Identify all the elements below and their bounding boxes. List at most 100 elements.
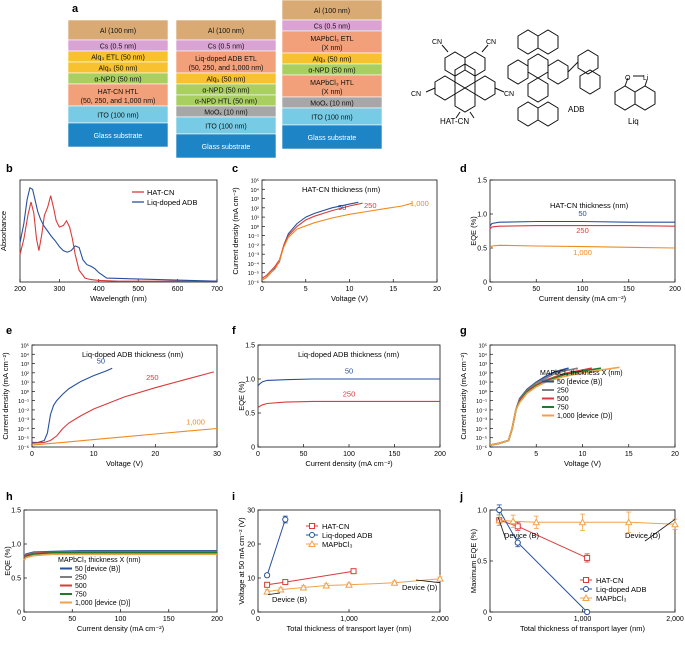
- legend-title: MAPbCl₃ thickness X (nm): [540, 370, 623, 377]
- plot-frame: [19, 179, 218, 283]
- y-axis-label: Current density (mA cm⁻²): [1, 352, 10, 440]
- legend-marker: [583, 586, 589, 592]
- data-point: [584, 608, 591, 616]
- y-tick-label: 10⁰: [479, 389, 488, 396]
- series-line: [489, 225, 676, 230]
- chart-c: 0 5 10 15 20 10⁻⁶ 10⁻⁵ 10⁻⁴ 10⁻³ 10⁻² 10⁻¹ 10⁰ 10¹ 10…: [231, 178, 441, 304]
- stack-layer-label: (X nm): [322, 45, 343, 52]
- x-tick-label: 0: [30, 451, 34, 458]
- panel-letter-e: e: [6, 325, 12, 337]
- plot-frame: [489, 344, 676, 448]
- plot-frame: [261, 179, 438, 283]
- y-tick-label: 10⁻⁵: [18, 435, 29, 442]
- series-line: [261, 202, 363, 279]
- y-tick-label: 10⁴: [251, 187, 260, 194]
- stack-layer-label: Glass substrate: [308, 135, 357, 142]
- stack-layer-label: Al (100 nm): [100, 28, 136, 35]
- y-tick-label: 10⁵: [21, 343, 29, 350]
- data-point: [282, 516, 289, 523]
- data-point: [282, 579, 289, 586]
- x-tick-label: 0: [256, 451, 260, 458]
- data-point: [578, 518, 587, 526]
- legend-label: 250: [75, 575, 87, 582]
- x-axis-label: Voltage (V): [331, 294, 369, 303]
- series-line: [261, 202, 413, 281]
- liq-structure: [614, 75, 656, 111]
- data-point: [264, 581, 271, 588]
- legend-label: 500: [75, 583, 87, 590]
- hatcn-cn-4: CN: [504, 91, 514, 98]
- x-tick-label: 0: [488, 616, 492, 623]
- stack-layer: [281, 124, 383, 150]
- series-label: 50: [578, 209, 586, 218]
- y-tick-label: 10⁵: [479, 343, 487, 350]
- stack-layer-label: Alq₃ ETL (50 nm): [91, 55, 145, 62]
- adb-label: ADB: [568, 105, 584, 114]
- chart-j: 0 1,000 2,000 0 0.5 1.0 Total thickness of tra…: [469, 504, 684, 633]
- data-point: [509, 517, 517, 525]
- annotation-text: HAT-CN thickness (nm): [302, 185, 381, 194]
- stack-layer-label: (50, 250, and 1,000 nm): [189, 65, 264, 72]
- y-tick-label: 10⁻²: [18, 408, 29, 414]
- liq-li: Li: [643, 75, 649, 82]
- legend-label: Liq-doped ADB: [596, 585, 646, 594]
- series-line: [489, 244, 676, 249]
- y-tick-label: 0.5: [477, 246, 487, 253]
- x-axis-label: Voltage (V): [564, 459, 602, 468]
- x-tick-label: 500: [132, 286, 144, 293]
- y-axis-label: EQE (%): [469, 216, 478, 246]
- device-stacks: Al (100 nm) Cs (0.5 nm) Alq₃ ETL (50 nm) Al…: [67, 0, 383, 159]
- series-label: 1,000: [186, 418, 205, 427]
- x-tick-label: 2,000: [431, 616, 449, 623]
- series-line: [489, 220, 675, 227]
- series-line: [499, 519, 676, 525]
- y-tick-label: 10⁻³: [248, 253, 259, 259]
- y-tick-label: 0.5: [477, 559, 487, 566]
- x-tick-label: 300: [54, 286, 66, 293]
- x-tick-label: 10: [346, 286, 354, 293]
- x-tick-label: 150: [163, 616, 175, 623]
- legend-label: 750: [557, 405, 569, 412]
- series-label: 250: [576, 226, 589, 235]
- series-line: [267, 570, 354, 586]
- series-line: [32, 367, 113, 443]
- x-tick-label: 150: [389, 451, 401, 458]
- stack-layer-label: MAPbCl₃ ETL: [310, 36, 353, 43]
- panel-letter-b: b: [6, 163, 13, 175]
- x-tick-label: 5: [304, 286, 308, 293]
- stack-layer-label: α-NPD (50 nm): [94, 77, 141, 84]
- stack-layer-label: Cs (0.5 nm): [208, 44, 245, 51]
- y-tick-label: 10⁻¹: [248, 234, 259, 240]
- hatcn-structure: [425, 44, 505, 119]
- x-axis-label: Total thickness of transport layer (nm): [286, 624, 412, 633]
- y-tick-label: 10⁻²: [476, 408, 487, 414]
- x-tick-label: 150: [623, 286, 635, 293]
- data-point: [584, 554, 591, 561]
- legend-label: 500: [557, 396, 569, 403]
- stack-layer: [175, 133, 277, 159]
- y-tick-label: 10⁵: [251, 178, 259, 185]
- y-axis-label: Voltage at 50 mA cm⁻² (V): [237, 517, 246, 605]
- y-tick-label: 10³: [21, 362, 29, 368]
- data-point: [390, 578, 399, 586]
- legend-label: HAT-CN: [596, 576, 623, 585]
- y-tick-label: 0.5: [11, 576, 21, 583]
- stack-layer-label: ITO (100 nm): [205, 124, 247, 131]
- legend-title: MAPbCl₃ thickness X (nm): [58, 557, 141, 564]
- y-tick-label: 10¹: [251, 216, 259, 222]
- x-tick-label: 200: [669, 286, 681, 293]
- hatcn-cn-2: CN: [486, 39, 496, 46]
- series-line: [19, 195, 217, 282]
- panel-letter-c: c: [232, 163, 238, 175]
- annotation-arrow: [497, 517, 507, 541]
- y-tick-label: 0: [251, 445, 255, 452]
- x-tick-label: 0: [488, 451, 492, 458]
- series-line: [31, 371, 215, 444]
- liq-label: Liq: [628, 117, 639, 126]
- y-tick-label: 10¹: [21, 381, 29, 387]
- stack-layer-label: HAT-CN HTL: [98, 89, 139, 96]
- hatcn-cn-1: CN: [432, 39, 442, 46]
- y-tick-label: 10⁰: [251, 224, 260, 231]
- y-tick-label: 30: [247, 508, 255, 515]
